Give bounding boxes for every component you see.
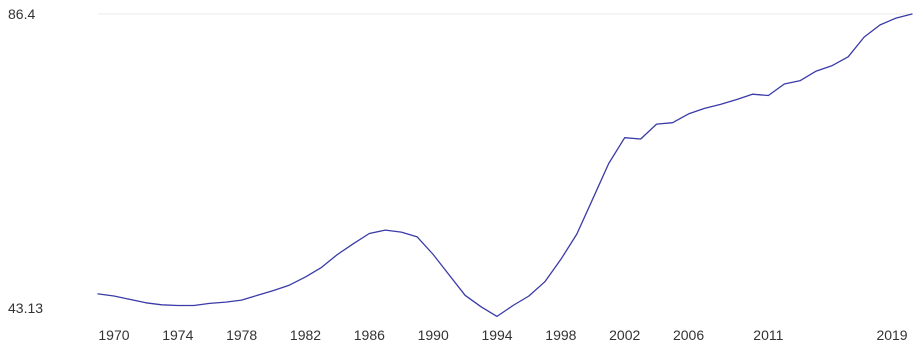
x-tick-label: 1986 — [354, 327, 385, 343]
x-tick-label: 1970 — [98, 327, 129, 343]
x-tick-label: 2011 — [753, 327, 783, 343]
x-tick-label: 1994 — [481, 327, 512, 343]
y-tick-label: 43.13 — [8, 300, 43, 316]
x-tick-label: 2019 — [876, 327, 907, 343]
x-tick-label: 1982 — [290, 327, 321, 343]
x-tick-label: 2002 — [609, 327, 640, 343]
x-tick-label: 1998 — [545, 327, 576, 343]
series-layer — [97, 13, 913, 318]
x-tick-label: 1978 — [226, 327, 257, 343]
y-axis-labels: 86.4 43.13 — [8, 6, 43, 316]
series-line — [97, 13, 913, 318]
x-axis-labels: 1970 1974 1978 1982 1986 1990 1994 1998 2002 2006… — [98, 327, 907, 343]
x-tick-label: 2006 — [673, 327, 704, 343]
x-tick-label: 1990 — [418, 327, 449, 343]
y-tick-label: 86.4 — [8, 6, 35, 22]
x-tick-label: 1974 — [162, 327, 193, 343]
